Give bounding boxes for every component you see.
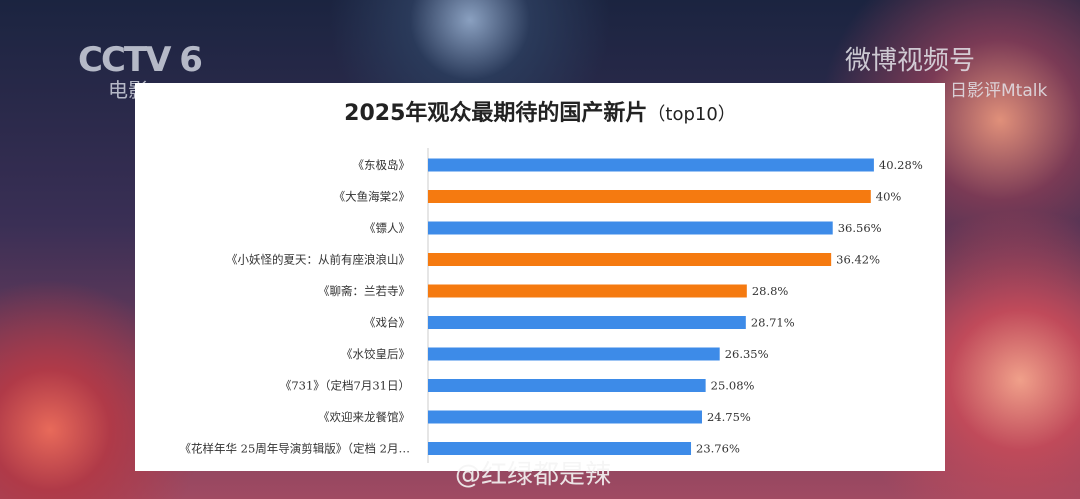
data-label: 26.35% bbox=[725, 347, 769, 361]
data-label: 36.56% bbox=[838, 221, 882, 235]
category-label: 《花样年华 25周年导演剪辑版》（定档 2月… bbox=[179, 442, 410, 456]
category-label: 《戏台》 bbox=[364, 316, 410, 330]
category-label: 《731》（定档7月31日） bbox=[280, 379, 410, 393]
mtalk-watermark: 日影评Mtalk bbox=[950, 81, 1048, 101]
user-watermark: @红绿都是辣 bbox=[455, 460, 612, 490]
weibo-watermark: 微博视频号 bbox=[845, 46, 976, 76]
data-label: 40.28% bbox=[879, 158, 923, 172]
data-label: 28.8% bbox=[752, 284, 789, 298]
bar bbox=[428, 284, 747, 298]
category-label: 《东极岛》 bbox=[353, 158, 411, 172]
category-label: 《小妖怪的夏天：从前有座浪浪山》 bbox=[226, 253, 410, 267]
data-label: 40% bbox=[876, 190, 902, 204]
bar bbox=[428, 442, 692, 455]
chart-title: 2025年观众最期待的国产新片（top10） bbox=[135, 95, 945, 127]
category-label: 《镖人》 bbox=[364, 221, 410, 235]
data-label: 28.71% bbox=[751, 316, 795, 330]
bar bbox=[428, 316, 746, 329]
bar bbox=[428, 221, 833, 235]
cctv6-logo: CCTV 6 bbox=[78, 40, 203, 80]
category-label: 《水饺皇后》 bbox=[341, 347, 410, 361]
data-label: 23.76% bbox=[696, 442, 740, 456]
category-label: 《大鱼海棠2》 bbox=[334, 190, 410, 204]
bar bbox=[428, 253, 832, 266]
bar bbox=[428, 190, 871, 203]
chart-title-text: 2025年观众最期待的国产新片 bbox=[344, 101, 648, 126]
chart-panel: 2025年观众最期待的国产新片（top10） 《东极岛》 40.28% 《大鱼海棠2… bbox=[135, 83, 945, 471]
bar bbox=[428, 379, 706, 392]
category-label: 《聊斋：兰若寺》 bbox=[318, 284, 410, 298]
data-label: 25.08% bbox=[711, 379, 755, 393]
bar bbox=[428, 410, 702, 424]
category-label: 《欢迎来龙餐馆》 bbox=[318, 410, 410, 424]
bar bbox=[428, 158, 874, 172]
data-label: 36.42% bbox=[836, 253, 880, 267]
data-label: 24.75% bbox=[707, 410, 751, 424]
chart-title-suffix: （top10） bbox=[647, 104, 736, 125]
bar bbox=[428, 347, 720, 361]
bar-chart: 《东极岛》 40.28% 《大鱼海棠2》 40% 《镖人》 36.56% 《小妖怪的夏天：从… bbox=[179, 148, 923, 463]
